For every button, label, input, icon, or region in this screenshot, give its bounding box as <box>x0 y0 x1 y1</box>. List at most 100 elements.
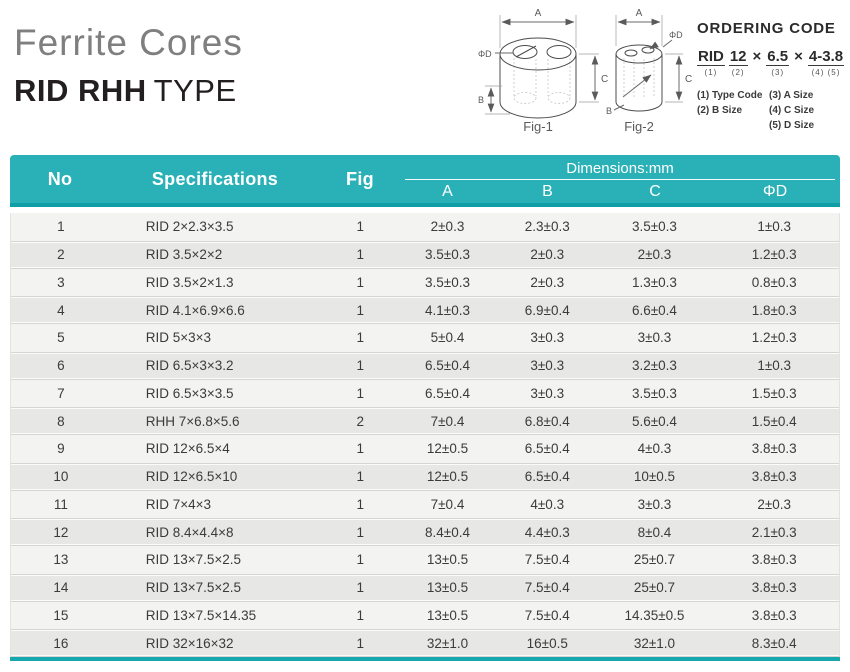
cell-dim-d: 1.8±0.3 <box>751 302 797 318</box>
cell-specification: RID 3.5×2×2 <box>145 247 223 263</box>
cell-dim-b: 2±0.3 <box>530 247 565 263</box>
page-title: Ferrite Cores <box>14 22 243 63</box>
fig2-caption: Fig-2 <box>624 119 654 134</box>
table-row: 9 RID 12×6.5×4 1 12±0.5 6.5±0.4 4±0.3 3.… <box>11 435 839 463</box>
cell-specification: RHH 7×6.8×5.6 <box>145 413 240 429</box>
cell-dim-b: 4±0.3 <box>530 496 565 512</box>
cell-dim-c: 8±0.4 <box>637 524 672 540</box>
cell-dim-d: 1.2±0.3 <box>751 330 797 346</box>
cell-no: 4 <box>57 302 65 318</box>
cell-dim-d: 3.8±0.3 <box>751 552 797 568</box>
cell-specification: RID 13×7.5×2.5 <box>145 580 242 596</box>
fig1-dim-b-label: B <box>478 95 484 105</box>
legend-item: (1) Type Code <box>697 90 763 101</box>
cell-dim-c: 3.2±0.3 <box>631 358 677 374</box>
cell-dim-b: 6.5±0.4 <box>524 441 570 457</box>
cell-dim-c: 10±0.5 <box>633 469 676 485</box>
cell-fig: 2 <box>356 413 364 429</box>
cell-dim-d: 0.8±0.3 <box>751 274 797 290</box>
cell-fig: 1 <box>356 274 364 290</box>
table-row: 10 RID 12×6.5×10 1 12±0.5 6.5±0.4 10±0.5… <box>11 462 839 491</box>
cell-dim-a: 13±0.5 <box>426 580 469 596</box>
code-multiply-sign: × <box>752 48 762 65</box>
cell-no: 13 <box>53 552 69 568</box>
table-row: 15 RID 13×7.5×14.35 1 13±0.5 7.5±0.4 14.… <box>11 601 839 630</box>
cell-fig: 1 <box>356 385 364 401</box>
cell-fig: 1 <box>356 496 364 512</box>
cell-specification: RID 12×6.5×10 <box>145 469 238 485</box>
cell-dim-b: 7.5±0.4 <box>524 607 570 623</box>
cell-fig: 1 <box>356 469 364 485</box>
table-row: 14 RID 13×7.5×2.5 1 13±0.5 7.5±0.4 25±0.… <box>11 573 839 602</box>
fig2-drawing: A ΦD C B Fig-2 <box>606 8 692 134</box>
cell-specification: RID 3.5×2×1.3 <box>145 274 234 290</box>
table-row: 11 RID 7×4×3 1 7±0.4 4±0.3 3±0.3 2±0.3 <box>11 490 839 519</box>
cell-dim-a: 12±0.5 <box>426 441 469 457</box>
cell-dim-d: 1.5±0.3 <box>751 385 797 401</box>
cell-dim-b: 3±0.3 <box>530 385 565 401</box>
cell-no: 8 <box>57 413 65 429</box>
cell-specification: RID 13×7.5×14.35 <box>145 607 257 623</box>
table-row: 6 RID 6.5×3×3.2 1 6.5±0.4 3±0.3 3.2±0.3 … <box>11 351 839 380</box>
cell-dim-b: 3±0.3 <box>530 358 565 374</box>
cell-dim-c: 14.35±0.5 <box>624 607 685 623</box>
fig2-dim-b-label: B <box>606 106 612 116</box>
cell-dim-d: 1±0.3 <box>757 219 791 235</box>
fig2-dim-a-label: A <box>636 8 643 19</box>
cell-fig: 1 <box>356 524 364 540</box>
legend-item: (2) B Size <box>697 105 743 116</box>
cell-specification: RID 12×6.5×4 <box>145 441 230 457</box>
cell-dim-a: 5±0.4 <box>430 330 465 346</box>
fig1-dim-c-label: C <box>601 74 608 85</box>
cell-no: 5 <box>57 330 65 346</box>
cell-specification: RID 13×7.5×2.5 <box>145 552 242 568</box>
legend-column-2: (3) A Size (4) C Size (5) D Size <box>769 88 814 133</box>
table-row: 16 RID 32×16×32 1 32±1.0 16±0.5 32±1.0 8… <box>11 629 839 657</box>
cell-dim-c: 2±0.3 <box>637 247 672 263</box>
code-segment: 6.5 <box>766 48 790 66</box>
cell-dim-a: 6.5±0.4 <box>425 385 470 401</box>
cell-fig: 1 <box>356 635 364 651</box>
cell-dim-a: 32±1.0 <box>426 635 469 651</box>
header-dim-d: ΦD <box>762 182 788 200</box>
cell-dim-a: 3.5±0.3 <box>425 247 470 263</box>
header-specifications: Specifications <box>151 168 279 189</box>
legend-item: (3) A Size <box>769 90 814 101</box>
legend-item: (5) D Size <box>769 120 815 131</box>
specifications-table: No Specifications Fig Dimensions:mm A B … <box>10 155 840 661</box>
cell-fig: 1 <box>356 552 364 568</box>
cell-specification: RID 6.5×3×3.5 <box>145 385 234 401</box>
cell-dim-d: 3.8±0.3 <box>751 580 797 596</box>
cell-dim-d: 1.2±0.3 <box>751 247 797 263</box>
cell-dim-c: 3.5±0.3 <box>631 219 677 235</box>
fig1-dim-d-label: ΦD <box>478 49 492 59</box>
table-row: 5 RID 5×3×3 1 5±0.4 3±0.3 3±0.3 1.2±0.3 <box>11 324 839 352</box>
cell-no: 1 <box>57 219 65 235</box>
cell-dim-c: 25±0.7 <box>633 580 676 596</box>
figure-1: A ΦD C B Fig-1 <box>476 2 614 145</box>
cell-dim-c: 1.3±0.3 <box>631 274 677 290</box>
cell-no: 15 <box>53 607 69 623</box>
fig1-dim-a-label: A <box>535 8 542 19</box>
table-header-edge <box>10 203 840 207</box>
cell-specification: RID 8.4×4.4×8 <box>145 524 234 540</box>
table-row: 3 RID 3.5×2×1.3 1 3.5±0.3 2±0.3 1.3±0.3 … <box>11 268 839 297</box>
cell-specification: RID 2×2.3×3.5 <box>145 219 234 235</box>
cell-dim-b: 7.5±0.4 <box>524 580 570 596</box>
code-segment: RID <box>697 48 725 66</box>
subtitle-type-codes: RID RHH <box>14 73 147 108</box>
cell-no: 2 <box>57 247 65 263</box>
cell-dim-a: 3.5±0.3 <box>425 274 470 290</box>
cell-dim-a: 8.4±0.4 <box>425 524 470 540</box>
cell-fig: 1 <box>356 219 364 235</box>
cell-no: 3 <box>57 274 65 290</box>
cell-specification: RID 6.5×3×3.2 <box>145 358 234 374</box>
cell-dim-b: 7.5±0.4 <box>524 552 570 568</box>
cell-dim-d: 1±0.3 <box>757 358 791 374</box>
cell-dim-b: 16±0.5 <box>526 635 568 651</box>
cell-dim-b: 6.9±0.4 <box>524 302 570 318</box>
cell-dim-b: 2±0.3 <box>530 274 565 290</box>
cell-no: 9 <box>57 441 65 457</box>
table-row: 2 RID 3.5×2×2 1 3.5±0.3 2±0.3 2±0.3 1.2±… <box>11 240 839 269</box>
cell-dim-c: 3±0.3 <box>637 496 672 512</box>
